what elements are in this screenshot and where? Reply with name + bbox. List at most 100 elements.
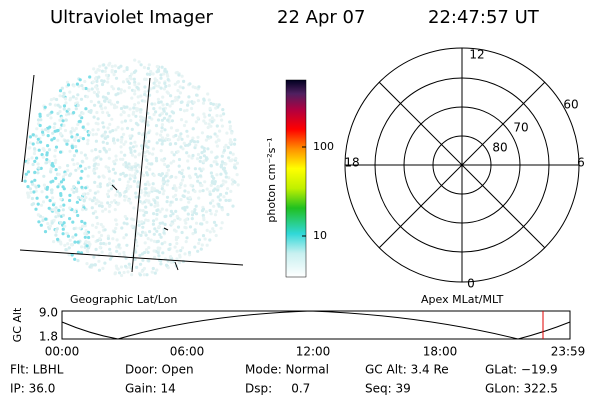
pixel xyxy=(67,253,71,257)
pixel xyxy=(114,76,119,80)
pixel xyxy=(193,189,197,194)
pixel xyxy=(153,102,157,106)
pixel xyxy=(81,208,85,212)
pixel xyxy=(97,230,101,234)
pixel xyxy=(152,107,156,111)
pixel xyxy=(80,245,84,249)
pixel xyxy=(162,189,166,193)
pixel xyxy=(195,157,200,161)
pixel xyxy=(112,160,116,164)
pixel xyxy=(107,113,111,117)
pixel xyxy=(229,189,233,193)
pixel xyxy=(190,213,195,217)
pixel xyxy=(225,131,229,135)
pixel xyxy=(146,237,150,241)
pixel xyxy=(231,152,235,156)
pixel xyxy=(193,230,197,234)
pixel xyxy=(133,80,137,84)
pixel xyxy=(166,133,170,137)
pixel xyxy=(87,235,91,240)
pixel xyxy=(200,243,204,247)
pixel xyxy=(103,207,108,211)
pixel xyxy=(128,146,132,150)
pixel xyxy=(91,128,95,132)
pixel xyxy=(96,94,100,98)
pixel xyxy=(206,147,210,151)
pixel xyxy=(61,213,65,217)
pixel xyxy=(219,192,223,197)
pixel xyxy=(73,138,77,142)
pixel xyxy=(37,166,41,170)
pixel xyxy=(72,84,76,88)
pixel xyxy=(98,237,102,241)
pixel xyxy=(228,141,232,145)
pixel xyxy=(160,158,164,162)
pixel xyxy=(228,124,232,128)
pixel xyxy=(160,207,164,211)
timeline-frame xyxy=(61,310,571,340)
pixel xyxy=(108,181,112,185)
pixel xyxy=(69,96,73,100)
pixel xyxy=(58,94,62,98)
pixel xyxy=(91,234,95,238)
pixel xyxy=(136,180,140,184)
pixel xyxy=(168,142,173,146)
pixel xyxy=(66,242,70,246)
pixel xyxy=(99,104,103,108)
pixel xyxy=(36,202,40,206)
pixel xyxy=(168,104,172,108)
pixel xyxy=(186,134,190,138)
pixel xyxy=(172,159,176,163)
pixel xyxy=(75,189,79,193)
pixel xyxy=(112,141,117,145)
pixel xyxy=(58,110,62,114)
pixel xyxy=(135,107,139,111)
pixel xyxy=(119,106,124,111)
pixel xyxy=(91,223,95,227)
pixel xyxy=(159,100,163,104)
pixel xyxy=(122,163,126,167)
pixel xyxy=(152,249,156,253)
pixel xyxy=(93,191,97,195)
pixel xyxy=(147,162,151,166)
pixel xyxy=(158,221,162,225)
x-tick-label: 06:00 xyxy=(170,345,205,359)
pixel xyxy=(157,84,161,88)
pixel xyxy=(160,123,164,127)
pixel xyxy=(134,240,138,244)
pixel xyxy=(177,73,181,77)
pixel xyxy=(58,89,63,93)
pixel xyxy=(169,200,173,204)
pixel xyxy=(65,142,69,146)
pixel xyxy=(100,204,104,208)
pixel xyxy=(141,230,145,234)
pixel xyxy=(130,72,134,76)
pixel xyxy=(223,145,227,149)
pixel xyxy=(32,151,37,156)
pixel xyxy=(80,185,84,189)
pixel xyxy=(39,203,44,207)
pixel xyxy=(34,207,38,211)
pixel xyxy=(94,85,98,89)
pixel xyxy=(219,165,223,169)
pixel xyxy=(186,103,190,107)
polar-label: 12 xyxy=(469,48,484,62)
pixel xyxy=(174,175,178,179)
pixel xyxy=(103,136,107,140)
pixel xyxy=(103,133,107,137)
pixel xyxy=(212,229,216,233)
pixel xyxy=(181,194,185,198)
pixel xyxy=(115,238,119,242)
pixel xyxy=(224,162,228,166)
pixel xyxy=(56,111,60,116)
pixel xyxy=(143,182,147,186)
pixel xyxy=(124,164,128,168)
pixel xyxy=(208,192,212,196)
pixel xyxy=(90,149,94,153)
pixel xyxy=(122,236,126,240)
pixel xyxy=(62,203,66,207)
pixel xyxy=(152,173,156,178)
pixel xyxy=(202,216,206,220)
pixel xyxy=(47,148,52,152)
pixel xyxy=(140,269,144,273)
